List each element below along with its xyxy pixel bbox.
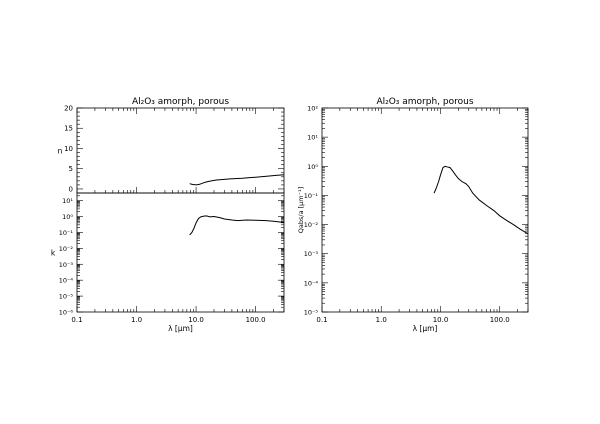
k-tick-label: 10⁻³ (59, 261, 74, 269)
qabs-tick-label: 10² (307, 105, 318, 113)
left-chart-title: Al₂O₃ amorph, porous (132, 97, 229, 107)
n-tick-label: 10 (64, 145, 73, 153)
n-series-line (189, 174, 285, 186)
right-chart-title: Al₂O₃ amorph, porous (376, 97, 473, 107)
qabs-tick-label: 10¹ (307, 134, 318, 142)
k-tick-label: 10⁻⁵ (59, 293, 74, 301)
left-x-tick-label: 10.0 (188, 316, 204, 324)
qabs-tick-label: 10⁻⁴ (304, 279, 319, 287)
qabs-tick-label: 10⁻² (304, 221, 319, 229)
qabs-panel-frame (321, 107, 529, 313)
right-chart: Al₂O₃ amorph, porous 10⁻⁵ 10⁻⁴ 10⁻³ 10⁻² 10⁻… (297, 97, 529, 333)
k-axis-label: k (51, 249, 56, 258)
qabs-tick-label: 10⁻⁵ (304, 309, 319, 317)
qabs-tick-label: 10⁻³ (304, 250, 319, 258)
qabs-series-line (433, 165, 529, 235)
k-tick-label: 10⁻⁶ (59, 309, 74, 317)
left-x-axis-label: λ [μm] (168, 324, 193, 333)
left-chart: Al₂O₃ amorph, porous 0 5 10 15 20 n 10⁻⁶ 10⁻⁵ 10… (51, 97, 285, 333)
k-tick-label: 10⁰ (62, 213, 73, 221)
qabs-tick-label: 10⁰ (307, 163, 318, 171)
n-panel-frame (76, 107, 285, 194)
n-tick-label: 20 (64, 105, 73, 113)
right-x-tick-label: 100.0 (490, 316, 510, 324)
n-axis-label: n (58, 147, 63, 156)
k-panel-frame (76, 192, 285, 313)
n-tick-label: 0 (69, 185, 73, 193)
k-series-line (189, 215, 285, 236)
n-tick-label: 15 (64, 125, 73, 133)
n-tick-label: 5 (69, 165, 73, 173)
k-tick-label: 10⁻⁴ (59, 277, 74, 285)
qabs-tick-label: 10⁻¹ (304, 192, 319, 200)
right-x-tick-label: 10.0 (433, 316, 449, 324)
left-x-tick-label: 1.0 (131, 316, 142, 324)
right-x-axis-label: λ [μm] (413, 324, 438, 333)
k-tick-label: 10¹ (62, 197, 73, 205)
left-x-tick-label: 0.1 (71, 316, 82, 324)
right-x-tick-label: 1.0 (376, 316, 387, 324)
left-x-tick-label: 100.0 (246, 316, 266, 324)
qabs-axis-label: Qabs/a [μm⁻¹] (297, 187, 305, 233)
k-tick-label: 10⁻¹ (59, 229, 74, 237)
k-tick-label: 10⁻² (59, 245, 74, 253)
right-x-tick-label: 0.1 (316, 316, 327, 324)
